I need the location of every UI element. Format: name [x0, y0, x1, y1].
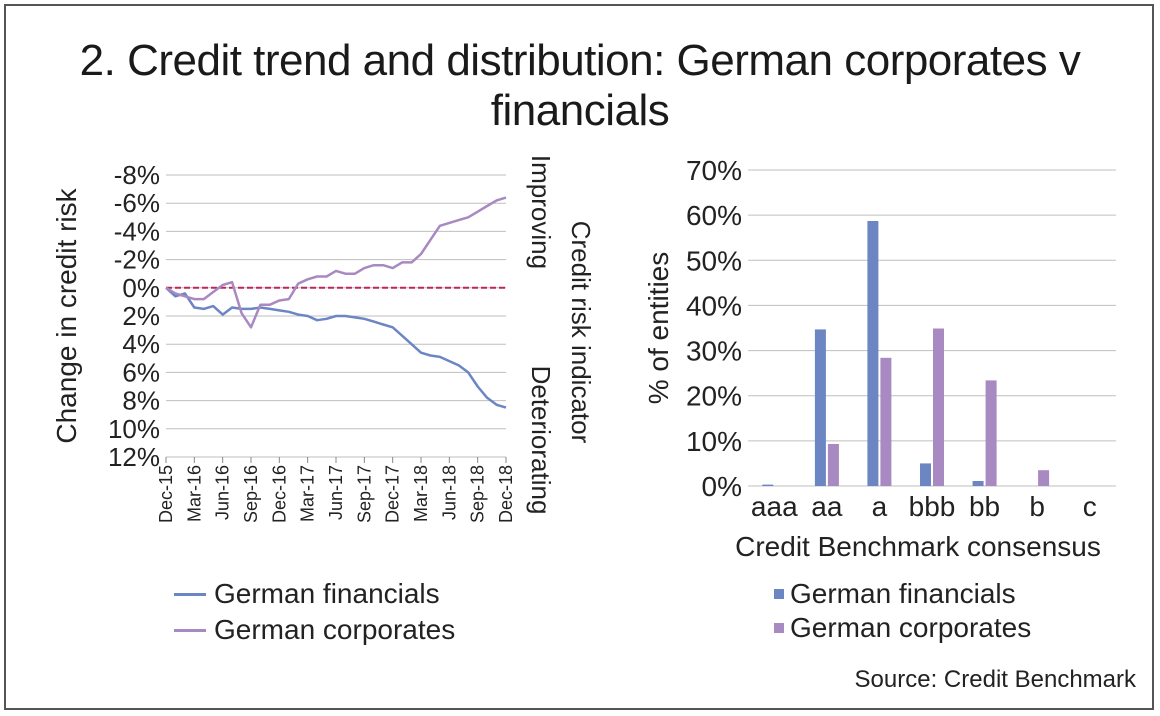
legend-swatch-financials-bar	[774, 589, 784, 599]
line-ytick-label: 2%	[122, 301, 160, 331]
bar-xtick-label: c	[1083, 491, 1097, 522]
line-xtick-label: Mar-16	[184, 465, 204, 522]
bar-ytick-label: 40%	[686, 290, 742, 321]
line-ytick-label: -2%	[114, 245, 160, 275]
line-xtick-label: Dec-15	[156, 465, 176, 523]
bar-xlabel: Credit Benchmark consensus	[735, 531, 1101, 562]
line-xtick-label: Mar-18	[411, 465, 431, 522]
line-right-label-bottom: Deteriorating	[526, 366, 556, 515]
line-xtick-label: Dec-18	[496, 465, 516, 523]
bar-financials-bb	[973, 481, 984, 486]
bar-xtick-label: bb	[969, 491, 1000, 522]
line-ytick-label: 10%	[108, 414, 160, 444]
legend-item-corporates-line: German corporates	[174, 614, 455, 646]
bar-financials-aaa	[762, 485, 773, 486]
line-xtick-label: Sep-16	[241, 465, 261, 523]
bar-xtick-label: b	[1029, 491, 1045, 522]
bar-ytick-label: 70%	[686, 155, 742, 186]
bar-ytick-label: 30%	[686, 336, 742, 367]
bar-xtick-label: aaa	[751, 491, 798, 522]
legend-label-financials-line: German financials	[214, 578, 440, 610]
line-ytick-label: 8%	[122, 386, 160, 416]
line-xtick-label: Mar-17	[298, 465, 318, 522]
line-right-label-top: Improving	[526, 155, 556, 269]
bar-ytick-label: 0%	[702, 471, 742, 502]
line-xtick-label: Dec-17	[383, 465, 403, 523]
bar-ylabel: % of entities	[643, 252, 674, 405]
line-xtick-label: Jun-18	[439, 465, 459, 520]
bar-corporates-a	[880, 358, 891, 486]
legend-item-corporates-bar: German corporates	[774, 612, 1031, 644]
line-right-label-center: Credit risk indicator	[566, 221, 596, 444]
line-xtick-label: Jun-16	[213, 465, 233, 520]
line-ytick-label: -8%	[114, 160, 160, 190]
line-ytick-label: -4%	[114, 216, 160, 246]
line-series-financials	[166, 288, 506, 408]
bar-financials-bbb	[920, 463, 931, 486]
bar-ytick-label: 60%	[686, 200, 742, 231]
bar-financials-a	[867, 221, 878, 486]
line-ytick-label: 0%	[122, 273, 160, 303]
line-ytick-label: 6%	[122, 357, 160, 387]
line-xtick-label: Jun-17	[326, 465, 346, 520]
bar-corporates-bb	[986, 380, 997, 486]
bar-ytick-label: 10%	[686, 426, 742, 457]
bar-xtick-label: aa	[811, 491, 843, 522]
source-note: Source: Credit Benchmark	[855, 666, 1136, 694]
line-ylabel: Change in credit risk	[51, 187, 82, 443]
line-xtick-label: Sep-18	[468, 465, 488, 523]
legend-label-corporates-line: German corporates	[214, 614, 455, 646]
line-xtick-label: Dec-16	[269, 465, 289, 523]
line-ytick-label: 12%	[108, 442, 160, 472]
bar-corporates-aa	[828, 444, 839, 486]
legend-swatch-financials-line	[174, 593, 206, 596]
legend-item-financials-bar: German financials	[774, 578, 1016, 610]
legend-label-corporates-bar: German corporates	[790, 612, 1031, 644]
bar-xtick-label: a	[872, 491, 888, 522]
bar-xtick-label: bbb	[909, 491, 956, 522]
bar-corporates-b	[1038, 470, 1049, 486]
line-xtick-label: Sep-17	[354, 465, 374, 523]
legend-label-financials-bar: German financials	[790, 578, 1016, 610]
legend-item-financials-line: German financials	[174, 578, 440, 610]
bar-ytick-label: 50%	[686, 245, 742, 276]
line-ytick-label: -6%	[114, 188, 160, 218]
line-ytick-label: 4%	[122, 329, 160, 359]
bar-corporates-bbb	[933, 329, 944, 487]
legend-swatch-corporates-bar	[774, 623, 784, 633]
legend-swatch-corporates-line	[174, 629, 206, 632]
bar-financials-aa	[815, 329, 826, 486]
bar-ytick-label: 20%	[686, 381, 742, 412]
